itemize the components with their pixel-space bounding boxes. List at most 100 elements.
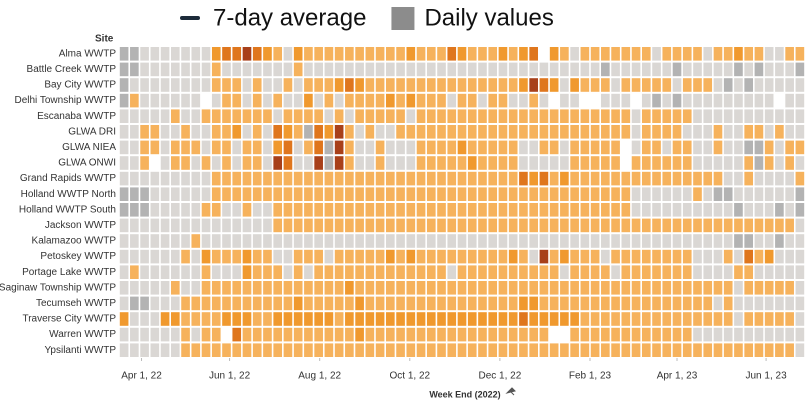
heat-cell [160, 109, 170, 123]
heat-cell [386, 327, 395, 342]
heat-cell [611, 234, 620, 248]
heat-cell [508, 47, 518, 61]
heat-cell [242, 234, 252, 248]
heat-cell [672, 140, 682, 155]
heat-cell [549, 218, 559, 233]
heat-cell [416, 156, 426, 170]
heat-cell [580, 47, 590, 61]
heat-cell [406, 93, 416, 108]
heat-cell [314, 312, 323, 326]
heat-cell [201, 312, 211, 326]
heat-cell [764, 203, 774, 217]
heat-cell [130, 281, 139, 295]
heat-cell [355, 312, 364, 326]
heat-cell [611, 281, 620, 295]
heat-cell [140, 234, 149, 248]
heat-cell [549, 140, 559, 155]
heat-cell [211, 187, 221, 201]
heat-cell [580, 187, 590, 201]
heat-cell [447, 343, 457, 357]
heat-cell [406, 47, 416, 61]
heat-cell [570, 62, 579, 77]
row-label: Grand Rapids WWTP [20, 173, 116, 184]
heat-cell [672, 156, 682, 170]
heat-cell [621, 265, 631, 279]
heat-cell [601, 78, 610, 92]
heat-cell [263, 265, 272, 279]
heat-cell [693, 218, 702, 233]
heat-cell [580, 171, 590, 186]
heat-cell [375, 281, 385, 295]
heat-cell [785, 249, 794, 264]
heat-cell [775, 249, 784, 264]
heat-cell [304, 125, 313, 139]
heat-cell [713, 62, 723, 77]
heat-cell [549, 343, 559, 357]
heat-cell [386, 78, 395, 92]
heat-cell [519, 249, 528, 264]
heat-cell [191, 281, 201, 295]
heat-cell [191, 296, 201, 311]
heat-cell [611, 218, 620, 233]
heat-cell [416, 343, 426, 357]
heat-cell [304, 156, 313, 170]
heat-cell [478, 281, 487, 295]
heat-cell [539, 218, 549, 233]
heat-cell [631, 187, 641, 201]
heat-cell [601, 343, 610, 357]
heat-cell [170, 62, 180, 77]
heat-cell [345, 47, 354, 61]
heat-cell [764, 265, 774, 279]
heat-cell [273, 312, 283, 326]
heat-cell [508, 203, 518, 217]
heat-cell [252, 109, 262, 123]
heat-cell [641, 171, 651, 186]
heat-cell [293, 234, 303, 248]
heat-cell [211, 140, 221, 155]
heat-cell [498, 78, 508, 92]
heat-cell [580, 125, 590, 139]
heat-cell [447, 78, 457, 92]
heat-cell [734, 327, 743, 342]
heat-cell [426, 187, 436, 201]
heat-cell [252, 265, 262, 279]
heat-cell [293, 203, 303, 217]
heat-cell [508, 171, 518, 186]
heat-cell [396, 78, 405, 92]
heat-cell [570, 47, 579, 61]
heat-cell [119, 343, 129, 357]
heat-cell [529, 234, 538, 248]
heat-cell [611, 140, 620, 155]
heat-cell [416, 312, 426, 326]
heat-cell [529, 296, 538, 311]
heat-cell [355, 93, 364, 108]
heat-cell [191, 312, 201, 326]
heat-cell [764, 312, 774, 326]
heat-cell [345, 218, 354, 233]
heat-cell [181, 171, 190, 186]
heat-cell [488, 343, 498, 357]
heat-cell [570, 109, 579, 123]
heat-cell [130, 187, 139, 201]
heat-cell [119, 171, 129, 186]
heat-cell [488, 234, 498, 248]
heat-cell [222, 78, 231, 92]
heat-cell [119, 78, 129, 92]
heat-cell [211, 203, 221, 217]
heat-cell [529, 125, 538, 139]
heat-cell [662, 312, 672, 326]
heat-cell [785, 312, 794, 326]
heat-cell [345, 234, 354, 248]
heat-cell [304, 265, 313, 279]
heat-cell [252, 140, 262, 155]
heat-cell [191, 343, 201, 357]
heat-cell [293, 343, 303, 357]
heat-cell [334, 218, 344, 233]
heat-cell [130, 218, 139, 233]
heat-cell [457, 93, 467, 108]
heat-cell [590, 140, 600, 155]
heat-cell [693, 281, 702, 295]
heat-cell [375, 78, 385, 92]
heat-cell [539, 327, 549, 342]
heat-cell [590, 109, 600, 123]
